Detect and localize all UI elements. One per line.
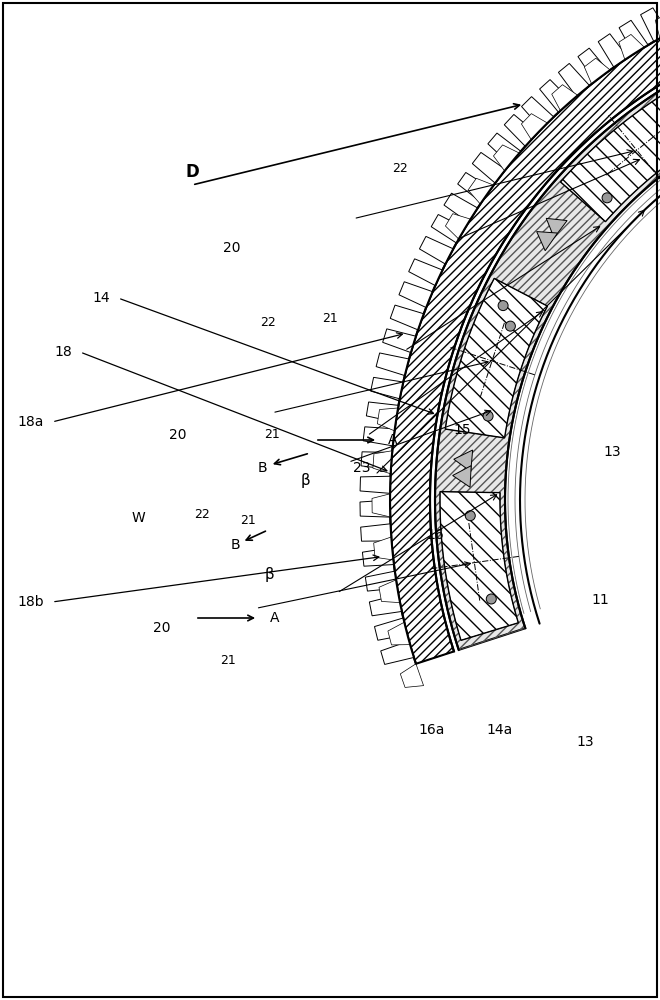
Polygon shape (390, 305, 424, 330)
Text: 18b: 18b (17, 595, 44, 609)
Polygon shape (473, 152, 506, 183)
Polygon shape (366, 402, 399, 422)
Polygon shape (444, 193, 478, 222)
Text: 14: 14 (92, 291, 110, 305)
Text: β: β (265, 568, 275, 582)
Polygon shape (546, 218, 567, 238)
Text: 18: 18 (54, 345, 72, 359)
Text: 22: 22 (260, 316, 276, 328)
Polygon shape (521, 114, 547, 140)
Polygon shape (560, 82, 660, 222)
Text: 23: 23 (353, 461, 371, 475)
Polygon shape (641, 8, 660, 42)
Polygon shape (552, 85, 578, 111)
Circle shape (483, 411, 493, 421)
Polygon shape (578, 48, 609, 82)
Polygon shape (504, 114, 537, 146)
Polygon shape (619, 34, 644, 60)
Polygon shape (525, 142, 660, 622)
Text: 20: 20 (223, 241, 241, 255)
Polygon shape (537, 232, 558, 251)
Text: 21: 21 (264, 428, 280, 442)
Text: 14a: 14a (487, 723, 513, 737)
Polygon shape (401, 664, 424, 687)
Polygon shape (431, 215, 465, 243)
Polygon shape (373, 451, 392, 474)
Polygon shape (468, 178, 494, 204)
Polygon shape (399, 282, 433, 308)
Polygon shape (360, 476, 391, 493)
Polygon shape (362, 548, 394, 566)
Text: A: A (270, 611, 279, 625)
Polygon shape (374, 537, 393, 560)
Polygon shape (598, 34, 628, 67)
Text: 13: 13 (603, 445, 621, 459)
Polygon shape (383, 329, 416, 353)
Polygon shape (361, 452, 392, 470)
Polygon shape (435, 39, 660, 650)
Polygon shape (388, 622, 410, 645)
Text: A: A (388, 433, 397, 447)
Polygon shape (378, 408, 398, 431)
Polygon shape (453, 466, 471, 487)
Polygon shape (494, 145, 519, 171)
Polygon shape (446, 214, 471, 239)
Polygon shape (521, 97, 554, 129)
Text: 16a: 16a (419, 723, 446, 737)
Text: 22: 22 (392, 161, 408, 174)
Polygon shape (540, 80, 572, 112)
Text: 22: 22 (194, 508, 210, 522)
Circle shape (465, 511, 475, 521)
Polygon shape (372, 494, 390, 517)
Text: 15: 15 (453, 423, 471, 437)
Polygon shape (454, 450, 473, 472)
Polygon shape (409, 259, 442, 286)
Polygon shape (371, 377, 403, 399)
Text: 20: 20 (169, 428, 187, 442)
Polygon shape (446, 278, 547, 438)
Text: 20: 20 (153, 621, 171, 635)
Text: 21: 21 (240, 514, 256, 526)
Polygon shape (488, 133, 521, 164)
Polygon shape (420, 236, 453, 264)
Polygon shape (390, 0, 660, 664)
Polygon shape (655, 13, 660, 38)
Circle shape (498, 301, 508, 311)
Polygon shape (370, 595, 402, 616)
Text: B: B (230, 538, 240, 552)
Text: D: D (185, 163, 199, 181)
Polygon shape (558, 63, 589, 97)
Polygon shape (360, 524, 391, 541)
Polygon shape (381, 641, 414, 664)
Text: 21: 21 (220, 654, 236, 666)
Circle shape (506, 321, 515, 331)
Text: 21: 21 (322, 312, 338, 324)
Text: β: β (300, 473, 310, 488)
Polygon shape (363, 427, 395, 446)
Polygon shape (584, 58, 610, 84)
Polygon shape (440, 492, 518, 640)
Polygon shape (376, 353, 409, 376)
Text: 18a: 18a (18, 415, 44, 429)
Polygon shape (379, 580, 400, 603)
Polygon shape (457, 172, 491, 202)
Circle shape (602, 193, 612, 203)
Polygon shape (374, 618, 407, 640)
Text: W: W (131, 511, 145, 525)
Text: 13: 13 (576, 735, 594, 749)
Text: B: B (257, 461, 267, 475)
Text: 11: 11 (591, 593, 609, 607)
Circle shape (486, 594, 496, 604)
Polygon shape (360, 500, 390, 517)
Polygon shape (619, 20, 648, 54)
Polygon shape (366, 571, 397, 591)
Text: 16: 16 (426, 528, 444, 542)
